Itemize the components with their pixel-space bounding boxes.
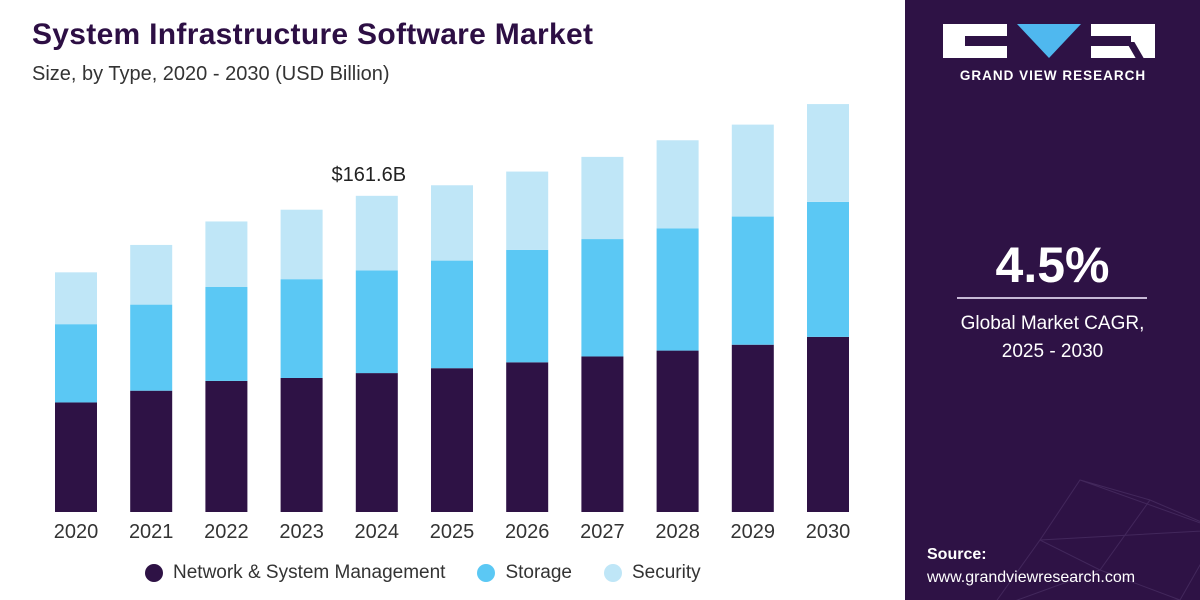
x-tick-2029: 2029 xyxy=(731,521,776,543)
legend-item-network: Network & System Management xyxy=(145,562,445,584)
logo-g-mark xyxy=(943,24,1007,58)
bar-2028-security xyxy=(656,140,699,229)
logo-marks xyxy=(943,24,1163,58)
legend-label-security: Security xyxy=(632,562,701,583)
chart-title: System Infrastructure Software Market xyxy=(32,18,594,51)
legend-swatch-network xyxy=(145,564,163,582)
x-tick-2023: 2023 xyxy=(279,521,324,543)
bar-2029-storage xyxy=(731,216,774,345)
network-pattern-decoration xyxy=(996,479,1200,600)
bar-2020-storage xyxy=(55,324,97,403)
bar-2021-network-system-management xyxy=(130,390,173,512)
cagr-value: 4.5% xyxy=(995,237,1110,293)
legend-label-network: Network & System Management xyxy=(173,562,446,583)
x-tick-2022: 2022 xyxy=(204,521,249,543)
x-tick-2020: 2020 xyxy=(54,521,99,543)
legend-swatch-security xyxy=(604,564,622,582)
bar-2024-network-system-management xyxy=(355,373,398,512)
bar-2027-security xyxy=(581,156,624,240)
bar-2026-network-system-management xyxy=(506,362,549,512)
bar-2024-security xyxy=(355,195,398,271)
logo-r-mark xyxy=(1091,24,1155,58)
bar-2030-security xyxy=(807,104,849,202)
x-tick-2025: 2025 xyxy=(430,521,475,543)
bar-2030-storage xyxy=(807,201,849,337)
bar-2027-network-system-management xyxy=(581,356,624,512)
x-tick-2024: 2024 xyxy=(355,521,400,543)
x-tick-2026: 2026 xyxy=(505,521,550,543)
stacked-bar-chart: 2020 2021 2022 2023 2024 2025 2026 2027 2028 2029… xyxy=(54,104,851,543)
bar-2025-storage xyxy=(431,260,473,369)
legend-label-storage: Storage xyxy=(505,562,572,583)
bar-2020-security xyxy=(55,272,97,325)
bar-2028-network-system-management xyxy=(656,350,699,512)
bar-2022-storage xyxy=(205,287,248,381)
bar-2025-security xyxy=(431,185,473,261)
source-url[interactable]: www.grandviewresearch.com xyxy=(927,569,1136,586)
x-tick-2021: 2021 xyxy=(129,521,174,543)
bar-2022-network-system-management xyxy=(205,380,248,512)
chart-panel: System Infrastructure Software Market Si… xyxy=(32,18,851,584)
x-tick-2028: 2028 xyxy=(655,521,700,543)
x-tick-2027: 2027 xyxy=(580,521,625,543)
bar-2026-storage xyxy=(506,249,549,363)
bar-2030-network-system-management xyxy=(807,336,849,512)
bar-2025-network-system-management xyxy=(431,368,473,512)
legend-item-storage: Storage xyxy=(477,562,572,584)
bar-2021-storage xyxy=(130,304,173,391)
cagr-divider xyxy=(957,297,1147,299)
legend-item-security: Security xyxy=(604,562,701,584)
brand-logo: GRAND VIEW RESEARCH xyxy=(943,24,1163,83)
bar-2024-storage xyxy=(355,270,398,374)
cagr-label-line1: Global Market CAGR, xyxy=(960,313,1145,334)
bar-2023-network-system-management xyxy=(280,377,323,512)
bar-2020-network-system-management xyxy=(55,402,97,512)
legend-swatch-storage xyxy=(477,564,496,582)
source-label: Source: xyxy=(927,546,987,563)
bar-2027-storage xyxy=(581,239,624,357)
cagr-label: Global Market CAGR, 2025 - 2030 xyxy=(905,310,1200,366)
bar-2029-security xyxy=(731,124,774,217)
chart-subtitle: Size, by Type, 2020 - 2030 (USD Billion) xyxy=(32,63,390,85)
legend: Network & System Management Storage Secu… xyxy=(145,562,701,584)
bar-2022-security xyxy=(205,221,248,287)
bar-2023-storage xyxy=(280,279,323,378)
side-panel: GRAND VIEW RESEARCH 4.5% Global Market C… xyxy=(905,0,1200,600)
bar-2023-security xyxy=(280,209,323,280)
x-tick-2030: 2030 xyxy=(806,521,851,543)
bar-2029-network-system-management xyxy=(731,344,774,512)
cagr-label-line2: 2025 - 2030 xyxy=(1001,341,1104,362)
bar-2021-security xyxy=(130,244,173,305)
logo-v-mark xyxy=(1017,24,1081,58)
brand-name: GRAND VIEW RESEARCH xyxy=(959,68,1147,83)
bar-2026-security xyxy=(506,171,549,250)
data-label-2024: $161.6B xyxy=(332,164,407,186)
bar-2028-storage xyxy=(656,228,699,351)
source: Source: www.grandviewresearch.com xyxy=(927,543,1135,589)
